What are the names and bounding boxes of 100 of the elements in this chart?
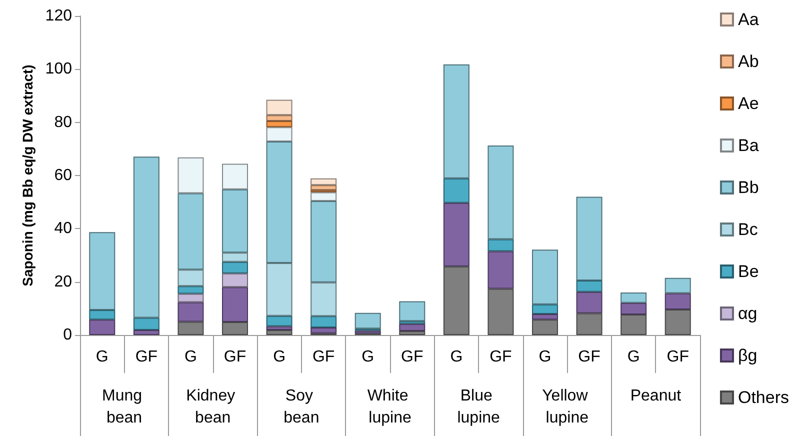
x-tick-label: G [627, 348, 640, 366]
x-tick-label: G [538, 348, 552, 366]
bar [178, 302, 204, 322]
bar [222, 273, 248, 288]
bar [222, 164, 248, 190]
x-tick-label: GF [401, 348, 424, 366]
y-tick-label: 40 [54, 220, 72, 238]
bar [576, 313, 602, 335]
bar [532, 320, 558, 335]
bar [222, 262, 248, 274]
bar [532, 304, 558, 314]
text: Soy bean [284, 388, 320, 426]
x-tick-label: G [362, 348, 374, 366]
text: Peanut [630, 388, 682, 404]
bar [576, 196, 602, 281]
bar [443, 202, 470, 266]
bar [178, 270, 204, 286]
x-tick-label: G [450, 348, 463, 366]
bar [620, 314, 647, 335]
bar [222, 287, 248, 322]
bar [266, 115, 292, 122]
bar [354, 312, 381, 329]
bar [532, 250, 558, 304]
legend-label: Others [738, 388, 790, 407]
bar [178, 193, 204, 270]
y-tick-label: 120 [45, 8, 72, 24]
text: Mung bean [102, 388, 147, 426]
legend-label: Be [738, 262, 759, 281]
bar [222, 252, 248, 262]
bar [266, 100, 292, 116]
x-tick-label: GF [490, 348, 512, 366]
bar [532, 314, 558, 320]
bar [89, 232, 116, 310]
bar [399, 324, 426, 332]
bar [310, 328, 337, 334]
y-tick-label: 0 [63, 326, 72, 344]
legend-label: Bc [738, 220, 758, 239]
x-tick-label: G [273, 348, 286, 366]
text: White lupine [367, 388, 413, 426]
bar [178, 294, 204, 302]
bar [488, 239, 514, 252]
bar [310, 178, 337, 186]
x-tick-label: G [184, 348, 197, 366]
bar [488, 251, 514, 289]
bar [576, 292, 602, 314]
bar [399, 331, 426, 335]
bar [178, 322, 204, 335]
bar [399, 301, 426, 322]
y-axis-title: Saponin (mg Bb eq/g DW extract) [19, 64, 36, 286]
bar [133, 330, 160, 335]
bar [488, 145, 514, 240]
bar [310, 185, 337, 190]
y-tick-label: 20 [54, 273, 72, 290]
bar [620, 302, 647, 315]
bar [620, 292, 647, 303]
bar [443, 178, 470, 203]
bar [222, 189, 248, 253]
legend-label: αg [738, 304, 758, 323]
bar [222, 322, 248, 335]
legend-label: Aa [738, 10, 760, 29]
bar [664, 309, 691, 335]
bar [310, 201, 337, 282]
x-tick-label: GF [666, 348, 690, 366]
bar [664, 293, 691, 310]
x-tick-label: GF [578, 348, 601, 366]
x-tick-label: GF [135, 348, 158, 366]
legend-label: Bb [738, 178, 759, 197]
bar [89, 310, 116, 320]
y-tick-label: 100 [45, 60, 72, 78]
bar [310, 192, 337, 202]
text: Kidney bean [186, 388, 240, 426]
bar [178, 157, 204, 194]
bar [443, 266, 470, 335]
bar [664, 278, 691, 294]
bar [266, 121, 292, 128]
x-tick-label: GF [312, 348, 335, 366]
bar [310, 282, 337, 316]
bar [310, 316, 337, 328]
bar [133, 318, 160, 330]
bar [266, 127, 292, 142]
bar [576, 280, 602, 292]
bar [443, 64, 470, 178]
x-tick-label: GF [224, 348, 246, 366]
legend-label: βg [738, 346, 758, 365]
bar [488, 288, 514, 335]
legend-label: Ab [738, 52, 759, 71]
legend-label: Ba [738, 136, 760, 155]
x-tick-label: G [96, 348, 108, 366]
bar [178, 286, 204, 294]
bar [266, 330, 292, 335]
text: Yellow lupine [542, 388, 592, 426]
bar [266, 326, 292, 330]
text: Blue lupine [457, 388, 500, 426]
bar [89, 320, 116, 335]
bar [266, 316, 292, 326]
legend-label: Ae [738, 94, 759, 113]
bar [266, 141, 292, 263]
y-tick-label: 80 [54, 114, 72, 131]
y-tick-label: 60 [54, 167, 72, 184]
bar [266, 262, 292, 316]
